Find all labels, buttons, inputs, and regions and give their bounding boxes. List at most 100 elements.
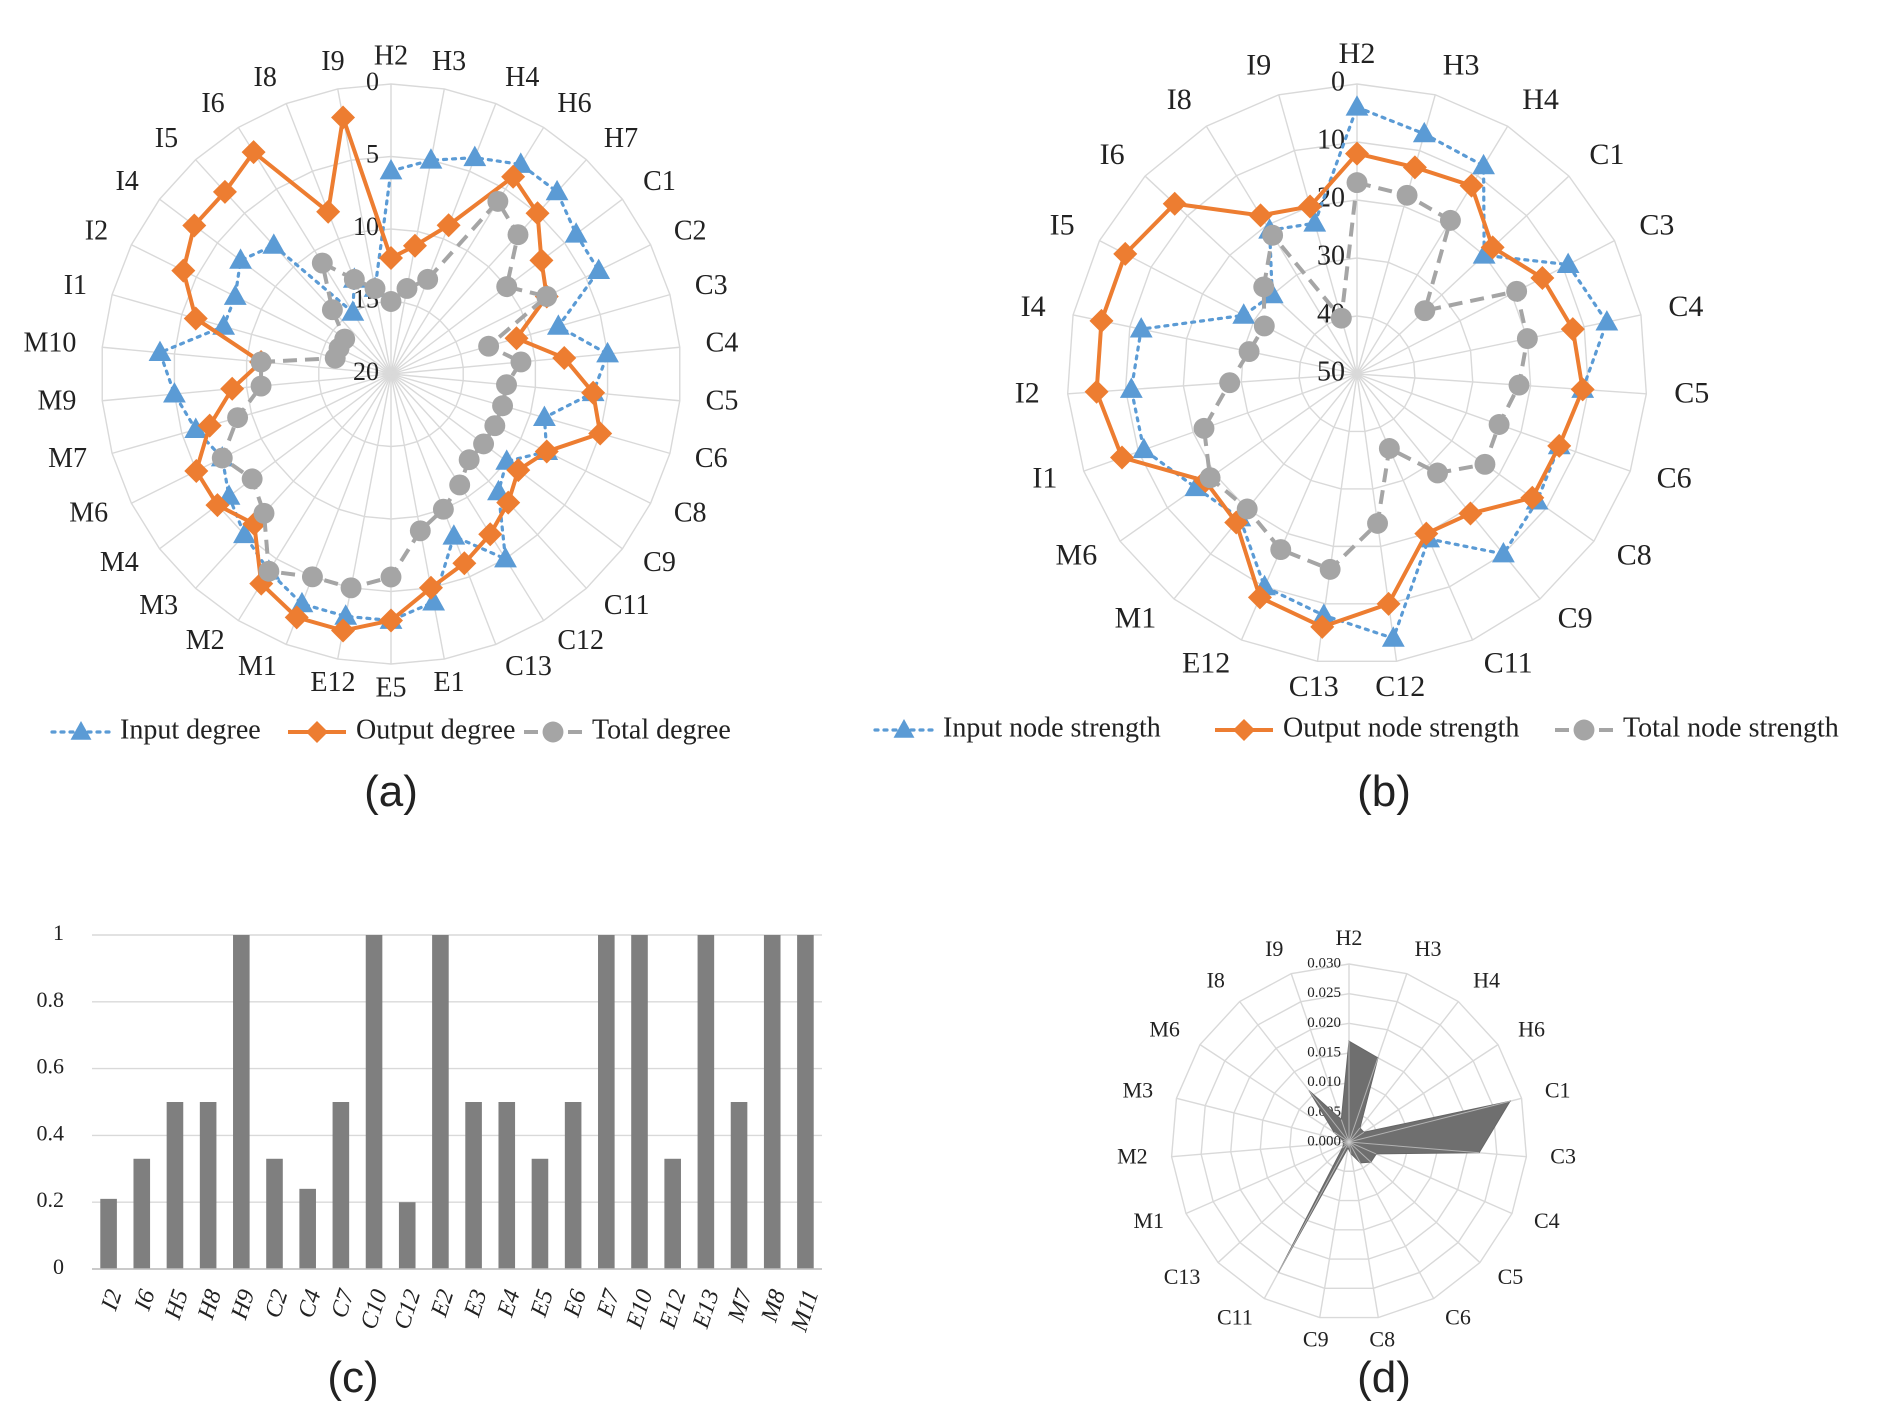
- x-tick-label: C12: [389, 1287, 426, 1333]
- data-point: [1247, 585, 1272, 610]
- data-point: [1319, 558, 1341, 580]
- grid-spoke: [390, 346, 680, 375]
- data-point: [504, 326, 529, 351]
- data-point: [1381, 626, 1405, 647]
- bar: [797, 935, 814, 1269]
- grid-spoke: [390, 373, 587, 589]
- category-label: C2: [674, 216, 707, 247]
- axis-tick-label: 0.000: [1307, 1133, 1341, 1149]
- x-tick-label: E13: [688, 1287, 725, 1333]
- data-point: [380, 566, 402, 588]
- data-point: [1132, 437, 1156, 459]
- grid-spoke: [1356, 373, 1541, 600]
- legend-label: Total degree: [592, 714, 731, 745]
- data-point: [1516, 328, 1538, 350]
- data-point: [525, 201, 550, 226]
- category-label: C1: [1545, 1077, 1571, 1102]
- data-point: [1238, 341, 1260, 363]
- grid-spoke: [1072, 314, 1358, 375]
- axis-tick-label: 10: [1317, 124, 1345, 155]
- x-tick-label: I6: [129, 1287, 160, 1315]
- category-label: C1: [643, 166, 676, 197]
- data-point: [1402, 155, 1427, 180]
- data-point: [223, 284, 247, 305]
- data-point: [418, 575, 443, 600]
- category-label: E12: [1182, 647, 1230, 680]
- y-tick-label: 0.8: [37, 987, 65, 1012]
- axis-tick-label: 20: [1317, 182, 1345, 213]
- data-point: [536, 285, 558, 307]
- bar: [664, 1158, 681, 1269]
- data-point: [402, 233, 427, 258]
- data-point: [379, 246, 403, 270]
- category-label: C11: [1217, 1305, 1253, 1330]
- data-point: [1396, 184, 1418, 206]
- legend-marker: [70, 721, 92, 740]
- category-label: C6: [1657, 461, 1692, 494]
- bar: [697, 935, 715, 1269]
- data-point: [284, 605, 309, 630]
- category-label: M10: [23, 327, 76, 358]
- data-point: [1414, 300, 1436, 322]
- data-point: [258, 560, 280, 582]
- grid-spoke: [237, 127, 392, 375]
- category-label: C8: [1617, 538, 1652, 571]
- grid-spoke: [1176, 1097, 1350, 1143]
- data-point: [1330, 307, 1352, 329]
- grid-spoke: [390, 244, 651, 375]
- radar-grid: [1066, 83, 1648, 662]
- series-triangle: [148, 145, 619, 629]
- data-point: [250, 351, 272, 373]
- grid-spoke: [1348, 1001, 1459, 1143]
- data-point: [417, 268, 439, 290]
- data-point: [473, 433, 495, 455]
- x-tick-label: I2: [96, 1287, 127, 1315]
- bar: [100, 1198, 117, 1269]
- series-circle: [211, 190, 558, 599]
- grid-spoke: [390, 373, 651, 504]
- data-point: [478, 335, 500, 357]
- data-point: [494, 546, 517, 568]
- legend-marker: [1573, 719, 1595, 741]
- category-label: M1: [1115, 602, 1157, 635]
- category-label: M6: [1056, 538, 1098, 571]
- value-spoke: [1333, 1131, 1350, 1143]
- grid-spoke: [1099, 239, 1358, 375]
- category-label: C9: [1558, 602, 1593, 635]
- data-point: [478, 522, 503, 547]
- data-point: [311, 252, 333, 274]
- y-tick-label: 0.4: [37, 1120, 65, 1145]
- category-label: C12: [1375, 670, 1425, 703]
- bar: [199, 1102, 217, 1269]
- data-point: [205, 493, 230, 518]
- data-point: [1219, 372, 1241, 394]
- axis-tick-label: 30: [1317, 240, 1345, 271]
- data-point: [449, 474, 471, 496]
- series-circle: [1193, 172, 1538, 580]
- data-point: [1595, 310, 1619, 331]
- grid-spoke: [1356, 175, 1570, 375]
- panel-label-b: (b): [1357, 767, 1411, 816]
- series-line: [1094, 151, 1585, 629]
- data-point: [409, 520, 431, 542]
- value-spoke: [1277, 1141, 1350, 1273]
- grid-spoke: [1185, 1141, 1350, 1215]
- series-diamond: [1084, 141, 1595, 639]
- grid-ring: [1124, 141, 1590, 605]
- category-label: H7: [604, 123, 638, 154]
- category-label: C3: [695, 270, 728, 301]
- data-point: [1310, 614, 1335, 639]
- data-point: [1472, 153, 1495, 175]
- data-point: [1439, 209, 1461, 231]
- data-point: [487, 190, 509, 212]
- category-label: I4: [1021, 290, 1046, 323]
- data-point: [496, 276, 518, 298]
- data-point: [587, 258, 611, 279]
- data-point: [596, 341, 619, 363]
- grid-spoke: [1356, 373, 1474, 641]
- category-label: C5: [1498, 1264, 1524, 1289]
- x-tick-label: E12: [655, 1287, 692, 1333]
- legend-label: Total node strength: [1623, 712, 1839, 743]
- category-label: I1: [64, 270, 87, 301]
